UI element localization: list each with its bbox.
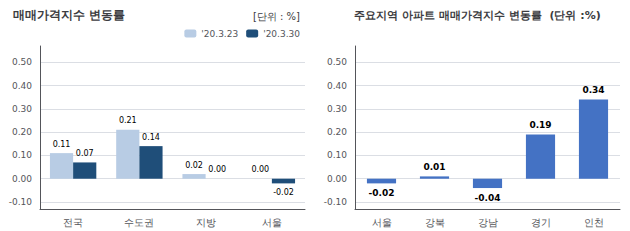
- svg-text:0.40: 0.40: [12, 81, 32, 91]
- svg-text:수도권: 수도권: [124, 217, 154, 228]
- svg-text:0.00: 0.00: [12, 174, 32, 184]
- svg-text:'20.3.30: '20.3.30: [263, 29, 300, 39]
- svg-text:0.11: 0.11: [53, 140, 71, 149]
- svg-text:0.40: 0.40: [327, 81, 347, 91]
- svg-text:0.30: 0.30: [327, 104, 347, 114]
- svg-text:서울: 서울: [262, 217, 282, 228]
- svg-text:전국: 전국: [63, 217, 83, 228]
- svg-text:0.02: 0.02: [185, 161, 203, 170]
- svg-text:0.30: 0.30: [12, 104, 32, 114]
- svg-text:-0.10: -0.10: [324, 197, 348, 207]
- svg-text:-0.04: -0.04: [475, 193, 501, 203]
- svg-text:0.21: 0.21: [119, 116, 137, 125]
- svg-text:'20.3.23: '20.3.23: [201, 29, 238, 39]
- svg-text:지방: 지방: [196, 217, 216, 228]
- svg-text:-0.10: -0.10: [9, 197, 33, 207]
- svg-text:0.00: 0.00: [251, 165, 269, 174]
- svg-text:0.34: 0.34: [582, 85, 604, 95]
- svg-text:0.20: 0.20: [327, 127, 347, 137]
- svg-text:0.00: 0.00: [327, 174, 347, 184]
- svg-text:0.20: 0.20: [12, 127, 32, 137]
- svg-text:인천: 인천: [584, 217, 604, 228]
- svg-text:경기: 경기: [531, 217, 551, 228]
- svg-text:-0.02: -0.02: [273, 188, 294, 197]
- svg-text:[단위 : %]: [단위 : %]: [253, 11, 300, 22]
- svg-text:0.07: 0.07: [76, 149, 94, 158]
- svg-text:서울: 서울: [372, 217, 392, 228]
- svg-text:강북: 강북: [425, 217, 445, 228]
- svg-text:0.50: 0.50: [12, 57, 32, 67]
- svg-text:0.10: 0.10: [327, 150, 347, 160]
- svg-text:-0.02: -0.02: [369, 188, 395, 198]
- svg-text:0.00: 0.00: [208, 165, 226, 174]
- svg-text:0.19: 0.19: [529, 120, 551, 130]
- svg-text:강남: 강남: [478, 217, 498, 228]
- svg-text:0.10: 0.10: [12, 150, 32, 160]
- svg-text:0.50: 0.50: [327, 57, 347, 67]
- svg-text:0.14: 0.14: [142, 133, 160, 142]
- svg-text:주요지역 아파트 매매가격지수 변동률 (단위 :%): 주요지역 아파트 매매가격지수 변동률 (단위 :%): [354, 9, 600, 22]
- svg-text:0.01: 0.01: [423, 162, 445, 172]
- svg-text:매매가격지수 변동률: 매매가격지수 변동률: [13, 8, 125, 22]
